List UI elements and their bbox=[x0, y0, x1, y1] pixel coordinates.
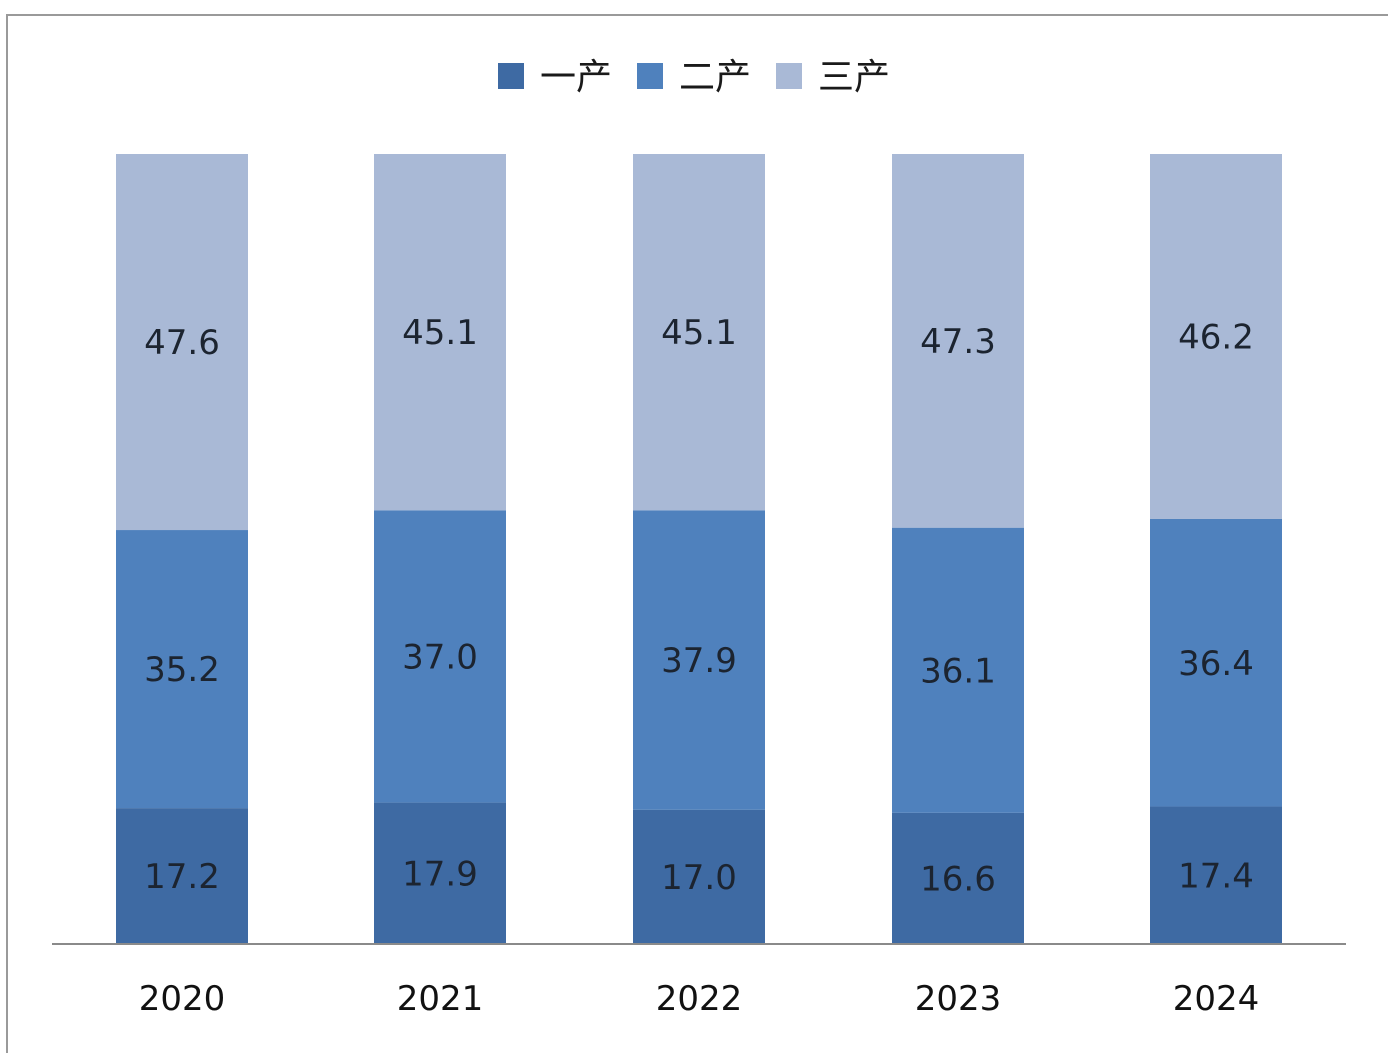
data-label-2021-3: 45.1 bbox=[402, 313, 478, 353]
bars: 17.2 35.2 47.6 17.9 37.0 45.1 17.0 37.9 45.1 16.6… bbox=[116, 154, 1282, 944]
x-tick-label-2022: 2022 bbox=[656, 979, 743, 1019]
bar-segment-2020-1 bbox=[116, 808, 248, 944]
data-label-2022-2: 37.9 bbox=[661, 641, 737, 681]
data-label-2020-3: 47.6 bbox=[144, 323, 220, 363]
x-tick-label-2024: 2024 bbox=[1173, 979, 1260, 1019]
legend-label-1: 一产 bbox=[540, 57, 612, 98]
data-label-2024-2: 36.4 bbox=[1178, 644, 1254, 684]
data-label-2022-3: 45.1 bbox=[661, 313, 737, 353]
x-tick-label-2021: 2021 bbox=[397, 979, 484, 1019]
x-tick-labels: 2020 2021 2022 2023 2024 bbox=[139, 979, 1260, 1019]
bar-segment-2023-3 bbox=[892, 154, 1024, 528]
x-tick-label-2020: 2020 bbox=[139, 979, 226, 1019]
bar-segment-2024-1 bbox=[1150, 806, 1282, 944]
bar-segment-2021-1 bbox=[374, 802, 506, 944]
bar-segment-2023-2 bbox=[892, 527, 1024, 813]
data-label-2020-2: 35.2 bbox=[144, 650, 220, 690]
data-label-2024-3: 46.2 bbox=[1178, 317, 1254, 357]
legend-swatch-2 bbox=[637, 63, 663, 89]
bar-segment-2024-2 bbox=[1150, 518, 1282, 807]
bar-segment-2020-3 bbox=[116, 154, 248, 531]
legend-swatch-1 bbox=[498, 63, 524, 89]
bar-segment-2022-3 bbox=[633, 154, 765, 511]
bar-segment-2023-1 bbox=[892, 812, 1024, 944]
data-label-2023-2: 36.1 bbox=[920, 651, 996, 691]
data-label-2024-1: 17.4 bbox=[1178, 856, 1254, 896]
data-label-2022-1: 17.0 bbox=[661, 858, 737, 898]
bar-segment-2022-1 bbox=[633, 809, 765, 944]
data-label-2020-1: 17.2 bbox=[144, 857, 220, 897]
legend-label-2: 二产 bbox=[679, 57, 751, 98]
data-label-2023-1: 16.6 bbox=[920, 859, 996, 899]
data-label-2021-1: 17.9 bbox=[402, 854, 478, 894]
bar-segment-2020-2 bbox=[116, 530, 248, 809]
data-label-2021-2: 37.0 bbox=[402, 637, 478, 677]
chart-frame bbox=[6, 14, 1388, 1053]
data-label-2023-3: 47.3 bbox=[920, 322, 996, 362]
bar-segment-2022-2 bbox=[633, 510, 765, 810]
x-tick-label-2023: 2023 bbox=[915, 979, 1002, 1019]
legend-label-3: 三产 bbox=[818, 57, 890, 98]
bar-segment-2021-2 bbox=[374, 510, 506, 803]
bar-segment-2024-3 bbox=[1150, 154, 1282, 519]
legend-swatch-3 bbox=[776, 63, 802, 89]
legend: 一产 二产 三产 bbox=[498, 57, 890, 98]
bar-segment-2021-3 bbox=[374, 154, 506, 511]
